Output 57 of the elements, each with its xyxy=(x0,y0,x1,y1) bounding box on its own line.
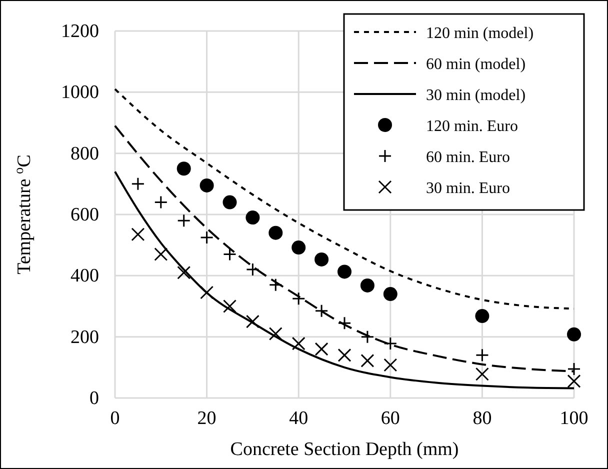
point xyxy=(154,196,168,210)
point xyxy=(314,342,328,356)
point xyxy=(176,162,191,176)
y-tick-label: 1200 xyxy=(61,21,99,42)
point xyxy=(360,278,374,292)
y-tick-label: 600 xyxy=(70,204,99,226)
point xyxy=(268,226,283,240)
point xyxy=(338,264,352,279)
point xyxy=(246,314,260,328)
point xyxy=(567,362,581,376)
x-tick-label: 80 xyxy=(472,408,492,429)
point xyxy=(314,252,329,266)
point xyxy=(567,327,581,342)
legend-label: 60 min (model) xyxy=(426,56,526,73)
point xyxy=(200,178,214,192)
point xyxy=(384,358,398,372)
point xyxy=(567,374,581,388)
legend-label: 120 min. Euro xyxy=(426,118,518,135)
point xyxy=(314,304,328,318)
point xyxy=(383,287,398,302)
x-tick-label: 60 xyxy=(380,408,400,429)
point xyxy=(292,292,306,306)
point xyxy=(475,348,489,362)
point xyxy=(200,230,214,244)
legend-label: 60 min. Euro xyxy=(426,149,510,166)
point xyxy=(222,195,237,210)
point xyxy=(268,327,282,341)
legend-label: 30 min (model) xyxy=(426,87,526,104)
point xyxy=(177,266,191,280)
x-tick-label: 100 xyxy=(560,408,588,429)
point xyxy=(246,262,260,276)
x-tick-label: 0 xyxy=(110,408,120,429)
legend-label: 120 min (model) xyxy=(426,25,534,42)
y-tick-label: 400 xyxy=(70,266,99,287)
point xyxy=(246,210,260,225)
point xyxy=(475,367,489,381)
point xyxy=(360,330,374,344)
point xyxy=(292,240,306,255)
point xyxy=(154,248,168,262)
point xyxy=(200,286,214,300)
point xyxy=(475,309,490,324)
point xyxy=(384,336,398,350)
y-tick-label: 800 xyxy=(70,143,99,164)
y-tick-label: 1000 xyxy=(61,82,99,104)
x-tick-label: 20 xyxy=(197,408,216,429)
y-tick-label: 0 xyxy=(90,388,99,409)
point xyxy=(223,300,236,313)
x-tick-label: 40 xyxy=(289,408,308,429)
point xyxy=(338,348,352,362)
legend-label: 30 min. Euro xyxy=(426,180,510,197)
point xyxy=(131,177,145,191)
point xyxy=(292,336,306,350)
x-axis-title: Concrete Section Depth (mm) xyxy=(230,439,459,460)
point xyxy=(131,228,145,242)
y-tick-label: 200 xyxy=(70,326,99,348)
point xyxy=(360,354,374,368)
point xyxy=(177,214,191,228)
